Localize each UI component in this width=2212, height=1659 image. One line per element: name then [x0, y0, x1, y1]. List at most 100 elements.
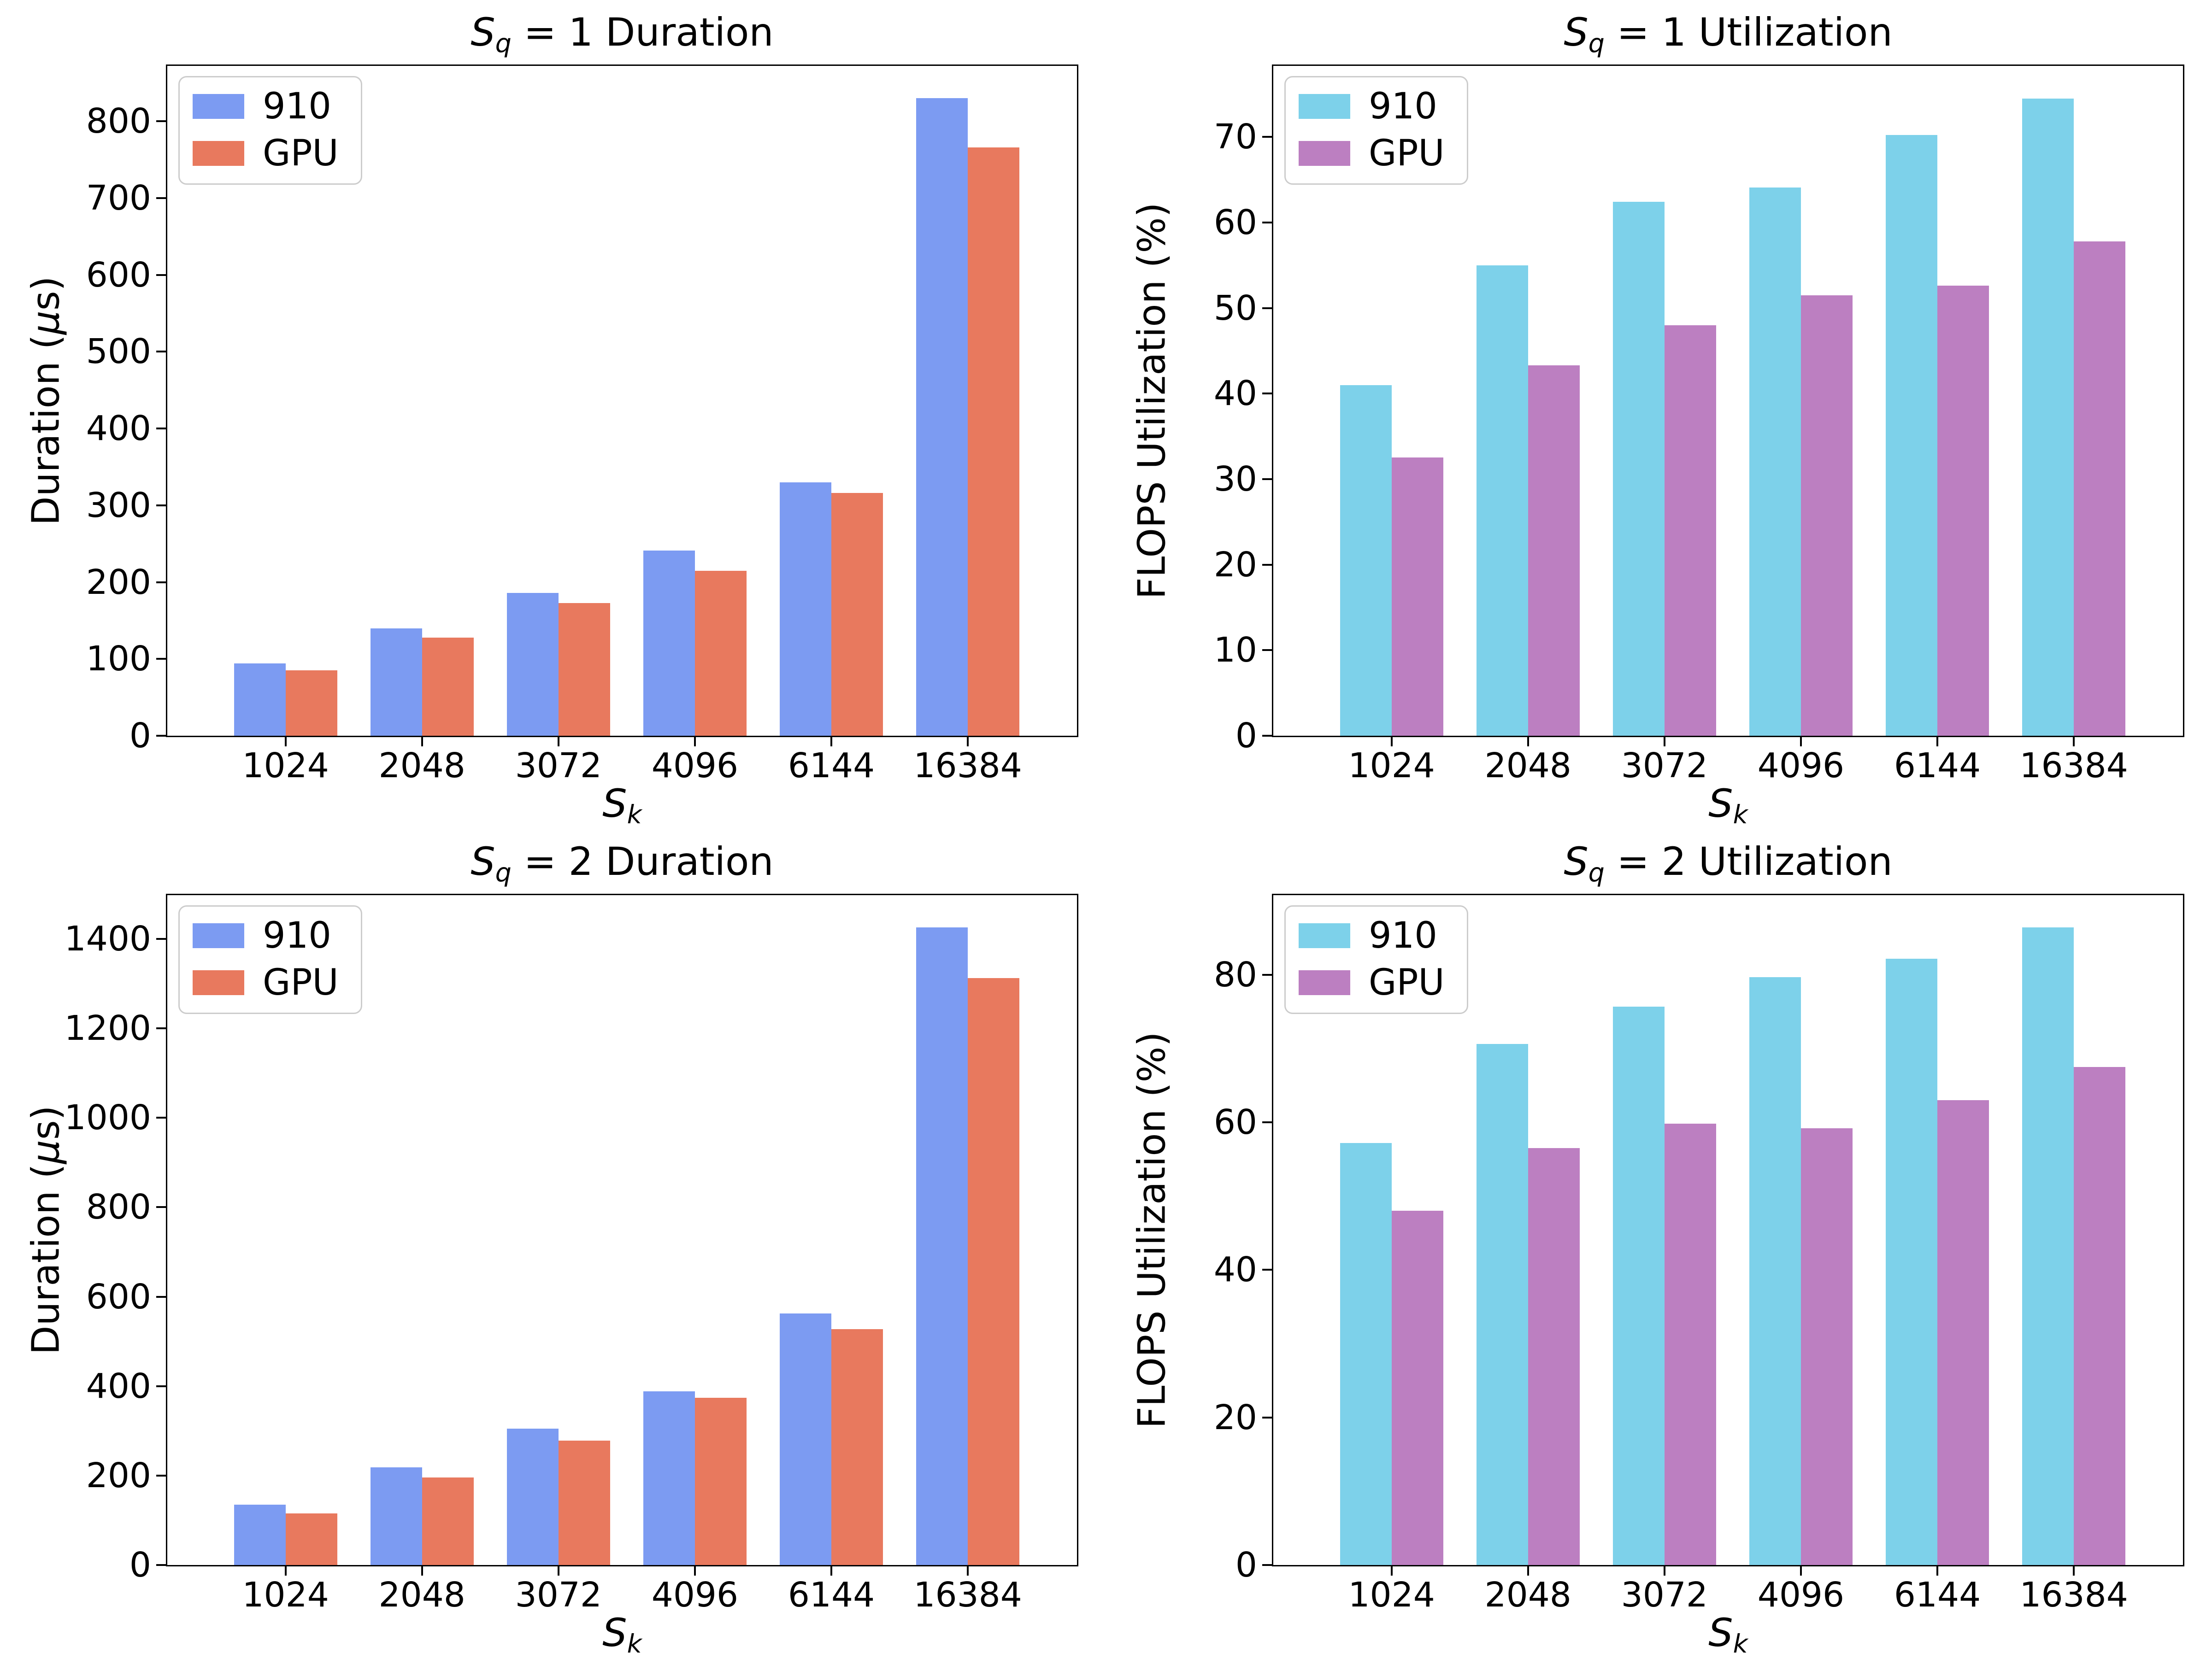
- x-axis-label: Sk: [1272, 781, 2184, 830]
- legend-swatch-gpu: [193, 970, 244, 995]
- subscript-segment: k: [627, 800, 642, 830]
- y-tick-label: 500: [86, 332, 151, 372]
- legend: 910 GPU: [1284, 905, 1468, 1014]
- y-tick-label: 1200: [64, 1008, 151, 1049]
- bar-910-2048: [371, 628, 422, 736]
- x-tick-label: 2048: [378, 1575, 465, 1615]
- x-tick-mark: [284, 1566, 287, 1576]
- bar-910-4096: [643, 1391, 695, 1565]
- y-axis-label: Duration (μs): [24, 1105, 68, 1354]
- x-tick-label: 1024: [242, 746, 329, 786]
- y-tick-mark: [156, 1564, 166, 1566]
- y-tick-label: 400: [86, 409, 151, 449]
- x-tick-mark: [830, 737, 833, 746]
- italic-segment: μ: [24, 311, 68, 335]
- legend: 910 GPU: [178, 76, 362, 185]
- bar-gpu-1024: [286, 1513, 337, 1565]
- subscript-segment: q: [495, 29, 512, 59]
- x-tick-label: 3072: [1621, 1575, 1708, 1615]
- y-tick-label: 20: [1213, 1397, 1257, 1437]
- subscript-segment: q: [495, 858, 512, 888]
- italic-segment: S: [471, 839, 495, 884]
- x-tick-label: 6144: [1894, 1575, 1981, 1615]
- y-tick-mark: [156, 1117, 166, 1119]
- bar-910-1024: [234, 1505, 286, 1565]
- x-tick-label: 1024: [1348, 1575, 1435, 1615]
- chart-title: Sq = 2 Utilization: [1272, 838, 2184, 888]
- bar-910-3072: [1613, 1007, 1665, 1565]
- legend-label: 910: [1369, 915, 1437, 956]
- y-tick-label: 0: [129, 1545, 151, 1585]
- x-tick-label: 1024: [1348, 746, 1435, 786]
- bar-gpu-4096: [1801, 295, 1853, 736]
- y-tick-label: 10: [1213, 630, 1257, 670]
- legend-item: GPU: [1299, 135, 1445, 171]
- legend-swatch-910: [193, 94, 244, 119]
- y-tick-label: 60: [1213, 1102, 1257, 1143]
- y-tick-label: 50: [1213, 288, 1257, 328]
- x-tick-mark: [967, 737, 969, 746]
- y-tick-mark: [156, 1027, 166, 1030]
- y-tick-label: 60: [1213, 202, 1257, 242]
- y-tick-mark: [1262, 478, 1272, 480]
- x-tick-label: 16384: [913, 1575, 1022, 1615]
- x-tick-mark: [557, 1566, 559, 1576]
- italic-segment: S: [1708, 1610, 1733, 1655]
- x-tick-mark: [1936, 737, 1939, 746]
- legend: 910 GPU: [1284, 76, 1468, 185]
- legend-label: 910: [1369, 86, 1437, 127]
- x-tick-mark: [1390, 1566, 1393, 1576]
- x-tick-label: 2048: [378, 746, 465, 786]
- x-tick-label: 3072: [515, 746, 602, 786]
- x-tick-mark: [967, 1566, 969, 1576]
- chart-sq1-utilization: Sq = 1 Utilization FLOPS Utilization (%) S…: [1106, 0, 2212, 830]
- y-tick-mark: [1262, 1121, 1272, 1124]
- bar-gpu-6144: [831, 493, 883, 736]
- bar-gpu-6144: [1937, 286, 1989, 736]
- bar-910-16384: [2022, 99, 2074, 736]
- bar-910-3072: [1613, 202, 1665, 736]
- x-tick-label: 16384: [2019, 1575, 2128, 1615]
- legend-item: GPU: [193, 965, 339, 1001]
- x-tick-mark: [694, 737, 696, 746]
- chart-sq2-utilization: Sq = 2 Utilization FLOPS Utilization (%) S…: [1106, 829, 2212, 1659]
- bar-910-4096: [1749, 977, 1801, 1565]
- x-tick-mark: [1936, 1566, 1939, 1576]
- plot-area: 910 GPU: [166, 64, 1078, 737]
- y-tick-mark: [1262, 393, 1272, 395]
- bar-910-3072: [507, 1429, 559, 1565]
- y-tick-label: 0: [1235, 716, 1257, 756]
- x-axis-label: Sk: [1272, 1610, 2184, 1659]
- bar-gpu-6144: [1937, 1100, 1989, 1565]
- y-tick-mark: [156, 938, 166, 940]
- plot-area: 910 GPU: [166, 894, 1078, 1566]
- subscript-segment: k: [1733, 800, 1748, 830]
- bar-gpu-1024: [1392, 1211, 1443, 1565]
- bar-910-2048: [1477, 1044, 1528, 1565]
- bar-910-6144: [780, 482, 831, 736]
- bar-910-1024: [234, 663, 286, 736]
- x-tick-label: 4096: [1757, 1575, 1845, 1615]
- y-tick-label: 700: [86, 178, 151, 218]
- y-tick-mark: [1262, 307, 1272, 309]
- y-tick-mark: [156, 581, 166, 583]
- bar-gpu-1024: [286, 670, 337, 736]
- bar-gpu-3072: [559, 603, 610, 736]
- y-tick-mark: [156, 1206, 166, 1208]
- y-tick-mark: [156, 1385, 166, 1387]
- x-tick-label: 3072: [1621, 746, 1708, 786]
- bar-910-3072: [507, 593, 559, 736]
- italic-segment: S: [602, 781, 627, 826]
- y-tick-label: 100: [86, 639, 151, 679]
- chart-sq2-duration: Sq = 2 Duration Duration (μs) Sk 910 GPU 0 200…: [0, 829, 1106, 1659]
- y-tick-label: 0: [1235, 1545, 1257, 1585]
- x-tick-mark: [694, 1566, 696, 1576]
- bar-910-4096: [1749, 188, 1801, 736]
- legend-label: GPU: [1369, 962, 1445, 1003]
- bar-910-16384: [916, 98, 968, 736]
- x-tick-mark: [421, 1566, 423, 1576]
- y-tick-label: 30: [1213, 459, 1257, 499]
- y-tick-mark: [156, 351, 166, 353]
- legend-item: 910: [1299, 88, 1445, 124]
- x-tick-label: 4096: [1757, 746, 1845, 786]
